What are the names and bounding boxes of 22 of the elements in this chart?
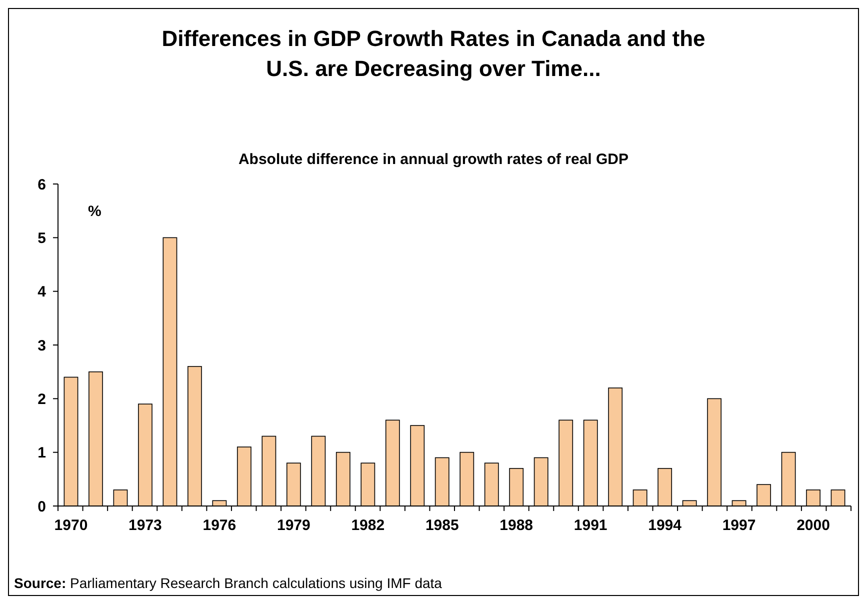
x-tick-label: 2000 bbox=[796, 517, 830, 534]
x-tick-label: 1970 bbox=[54, 517, 88, 534]
x-tick-label: 1997 bbox=[722, 517, 756, 534]
y-tick-label: 4 bbox=[38, 284, 47, 301]
x-tick-label: 1991 bbox=[574, 517, 608, 534]
x-tick-label: 1976 bbox=[202, 517, 236, 534]
y-axis-title: % bbox=[88, 203, 102, 220]
chart-subtitle: Absolute difference in annual growth rates of real GDP bbox=[238, 151, 629, 168]
x-tick-label: 1982 bbox=[351, 517, 385, 534]
source-note: Source: Parliamentary Research Branch calculations using IMF data bbox=[14, 575, 442, 591]
y-tick-label: 2 bbox=[38, 390, 46, 408]
y-tick-label: 6 bbox=[38, 176, 46, 194]
y-tick-label: 5 bbox=[38, 230, 46, 247]
x-tick-label: 1988 bbox=[500, 517, 534, 534]
x-tick-label: 1994 bbox=[648, 517, 682, 534]
x-tick-label: 1973 bbox=[128, 517, 162, 534]
y-tick-label: 0 bbox=[38, 498, 46, 516]
x-tick-label: 1979 bbox=[276, 517, 310, 534]
y-tick-label: 3 bbox=[38, 337, 46, 354]
y-tick-label: 1 bbox=[38, 444, 46, 462]
chart-title: Differences in GDP Growth Rates in Canada and the U.S. are Decreasing over Time... bbox=[162, 26, 706, 81]
x-tick-label: 1985 bbox=[425, 517, 459, 534]
